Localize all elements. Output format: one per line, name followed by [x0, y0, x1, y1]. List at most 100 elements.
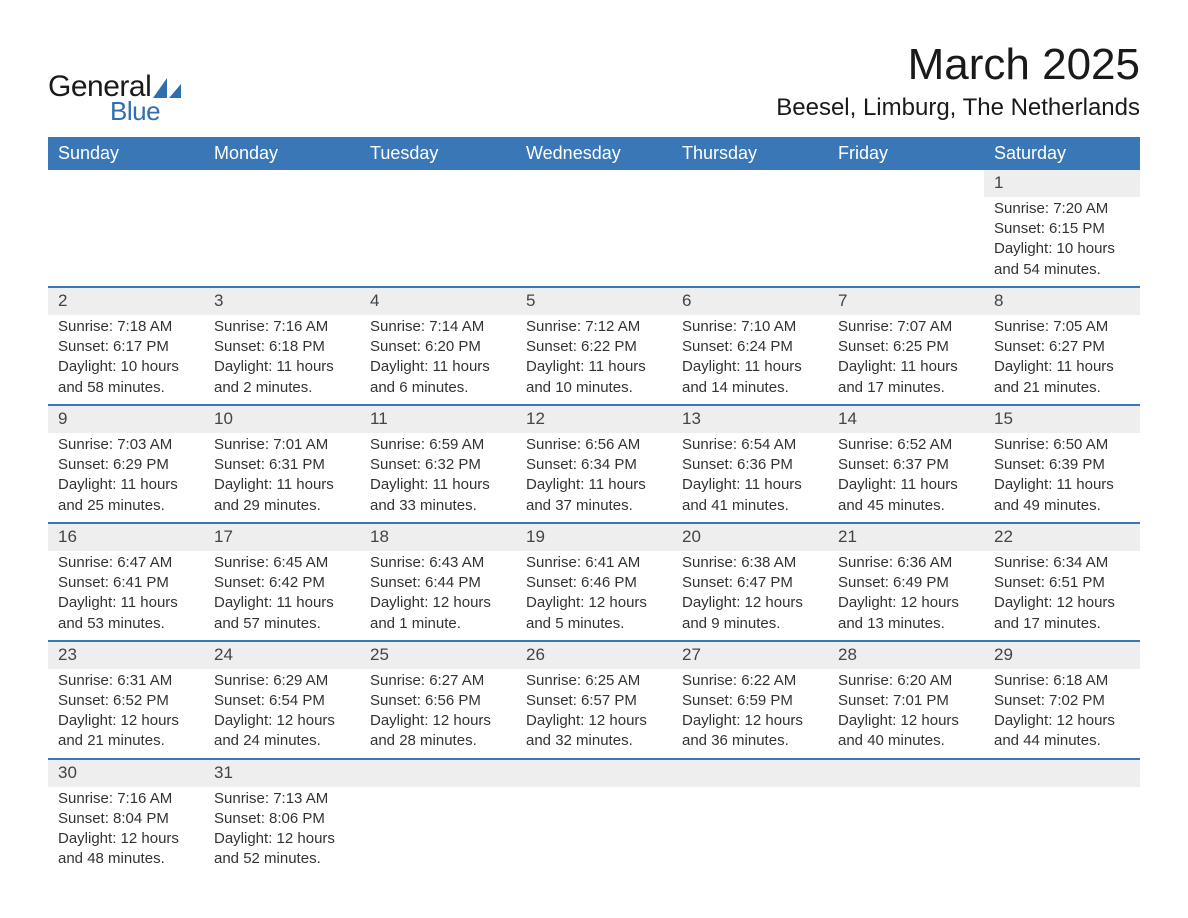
day-number: 4: [360, 287, 516, 315]
month-title: March 2025: [776, 40, 1140, 90]
day-cell: Sunrise: 6:41 AMSunset: 6:46 PMDaylight:…: [516, 551, 672, 641]
day-number: 2: [48, 287, 204, 315]
empty-cell: [828, 170, 984, 197]
day-cell: Sunrise: 7:13 AMSunset: 8:06 PMDaylight:…: [204, 787, 360, 876]
day-number: 18: [360, 523, 516, 551]
day-number-row: 2345678: [48, 287, 1140, 315]
day-cell: Sunrise: 7:10 AMSunset: 6:24 PMDaylight:…: [672, 315, 828, 405]
day-cell: Sunrise: 6:29 AMSunset: 6:54 PMDaylight:…: [204, 669, 360, 759]
daylight-text: Daylight: 11 hours and 2 minutes.: [214, 357, 350, 398]
day-data-row: Sunrise: 7:16 AMSunset: 8:04 PMDaylight:…: [48, 787, 1140, 876]
empty-cell: [516, 759, 672, 787]
weekday-header: Saturday: [984, 137, 1140, 170]
day-cell: Sunrise: 6:36 AMSunset: 6:49 PMDaylight:…: [828, 551, 984, 641]
day-cell: Sunrise: 6:22 AMSunset: 6:59 PMDaylight:…: [672, 669, 828, 759]
sunset-text: Sunset: 8:04 PM: [58, 809, 194, 829]
daylight-text: Daylight: 11 hours and 14 minutes.: [682, 357, 818, 398]
empty-cell: [516, 787, 672, 876]
day-number: 9: [48, 405, 204, 433]
sunrise-text: Sunrise: 6:50 AM: [994, 435, 1130, 455]
day-number: 17: [204, 523, 360, 551]
weekday-header: Tuesday: [360, 137, 516, 170]
day-number: 20: [672, 523, 828, 551]
sunrise-text: Sunrise: 6:56 AM: [526, 435, 662, 455]
day-cell: Sunrise: 7:01 AMSunset: 6:31 PMDaylight:…: [204, 433, 360, 523]
day-cell: Sunrise: 6:31 AMSunset: 6:52 PMDaylight:…: [48, 669, 204, 759]
day-number: 5: [516, 287, 672, 315]
day-number: 15: [984, 405, 1140, 433]
sunrise-text: Sunrise: 7:01 AM: [214, 435, 350, 455]
sunrise-text: Sunrise: 7:13 AM: [214, 789, 350, 809]
daylight-text: Daylight: 11 hours and 6 minutes.: [370, 357, 506, 398]
day-cell: Sunrise: 6:34 AMSunset: 6:51 PMDaylight:…: [984, 551, 1140, 641]
daylight-text: Daylight: 12 hours and 9 minutes.: [682, 593, 818, 634]
day-cell: Sunrise: 6:20 AMSunset: 7:01 PMDaylight:…: [828, 669, 984, 759]
day-number: 14: [828, 405, 984, 433]
day-data-row: Sunrise: 6:47 AMSunset: 6:41 PMDaylight:…: [48, 551, 1140, 641]
day-number: 24: [204, 641, 360, 669]
day-cell: Sunrise: 6:43 AMSunset: 6:44 PMDaylight:…: [360, 551, 516, 641]
day-number: 21: [828, 523, 984, 551]
day-number: 31: [204, 759, 360, 787]
daylight-text: Daylight: 11 hours and 17 minutes.: [838, 357, 974, 398]
day-cell: Sunrise: 7:07 AMSunset: 6:25 PMDaylight:…: [828, 315, 984, 405]
weekday-header-row: Sunday Monday Tuesday Wednesday Thursday…: [48, 137, 1140, 170]
day-cell: Sunrise: 7:18 AMSunset: 6:17 PMDaylight:…: [48, 315, 204, 405]
day-number-row: 16171819202122: [48, 523, 1140, 551]
day-number: 1: [984, 170, 1140, 197]
empty-cell: [516, 170, 672, 197]
empty-cell: [204, 170, 360, 197]
day-data-row: Sunrise: 6:31 AMSunset: 6:52 PMDaylight:…: [48, 669, 1140, 759]
sunset-text: Sunset: 6:59 PM: [682, 691, 818, 711]
day-cell: Sunrise: 7:16 AMSunset: 8:04 PMDaylight:…: [48, 787, 204, 876]
sunset-text: Sunset: 6:51 PM: [994, 573, 1130, 593]
day-number-row: 23242526272829: [48, 641, 1140, 669]
day-cell: Sunrise: 6:45 AMSunset: 6:42 PMDaylight:…: [204, 551, 360, 641]
daylight-text: Daylight: 11 hours and 33 minutes.: [370, 475, 506, 516]
empty-cell: [516, 197, 672, 287]
sunrise-text: Sunrise: 6:34 AM: [994, 553, 1130, 573]
sunset-text: Sunset: 6:56 PM: [370, 691, 506, 711]
day-number: 23: [48, 641, 204, 669]
sunrise-text: Sunrise: 6:45 AM: [214, 553, 350, 573]
day-number: 29: [984, 641, 1140, 669]
sunset-text: Sunset: 6:22 PM: [526, 337, 662, 357]
weekday-header: Friday: [828, 137, 984, 170]
day-number: 6: [672, 287, 828, 315]
day-cell: Sunrise: 7:12 AMSunset: 6:22 PMDaylight:…: [516, 315, 672, 405]
sunrise-text: Sunrise: 6:29 AM: [214, 671, 350, 691]
daylight-text: Daylight: 12 hours and 13 minutes.: [838, 593, 974, 634]
sunset-text: Sunset: 6:52 PM: [58, 691, 194, 711]
sunset-text: Sunset: 6:20 PM: [370, 337, 506, 357]
day-cell: Sunrise: 6:59 AMSunset: 6:32 PMDaylight:…: [360, 433, 516, 523]
sunrise-text: Sunrise: 7:18 AM: [58, 317, 194, 337]
empty-cell: [204, 197, 360, 287]
day-number-row: 9101112131415: [48, 405, 1140, 433]
empty-cell: [672, 787, 828, 876]
daylight-text: Daylight: 12 hours and 48 minutes.: [58, 829, 194, 870]
sunset-text: Sunset: 6:29 PM: [58, 455, 194, 475]
sunrise-text: Sunrise: 7:12 AM: [526, 317, 662, 337]
day-number: 30: [48, 759, 204, 787]
day-number: 26: [516, 641, 672, 669]
sunrise-text: Sunrise: 6:38 AM: [682, 553, 818, 573]
daylight-text: Daylight: 11 hours and 57 minutes.: [214, 593, 350, 634]
location-subtitle: Beesel, Limburg, The Netherlands: [776, 94, 1140, 122]
empty-cell: [48, 170, 204, 197]
sunrise-text: Sunrise: 7:03 AM: [58, 435, 194, 455]
daylight-text: Daylight: 12 hours and 5 minutes.: [526, 593, 662, 634]
daylight-text: Daylight: 12 hours and 32 minutes.: [526, 711, 662, 752]
sunrise-text: Sunrise: 7:05 AM: [994, 317, 1130, 337]
calendar-table: Sunday Monday Tuesday Wednesday Thursday…: [48, 137, 1140, 876]
sunrise-text: Sunrise: 6:54 AM: [682, 435, 818, 455]
sunset-text: Sunset: 7:02 PM: [994, 691, 1130, 711]
day-cell: Sunrise: 6:52 AMSunset: 6:37 PMDaylight:…: [828, 433, 984, 523]
sunrise-text: Sunrise: 6:20 AM: [838, 671, 974, 691]
sunset-text: Sunset: 6:44 PM: [370, 573, 506, 593]
day-cell: Sunrise: 6:18 AMSunset: 7:02 PMDaylight:…: [984, 669, 1140, 759]
daylight-text: Daylight: 11 hours and 53 minutes.: [58, 593, 194, 634]
daylight-text: Daylight: 11 hours and 37 minutes.: [526, 475, 662, 516]
empty-cell: [360, 759, 516, 787]
sunset-text: Sunset: 6:15 PM: [994, 219, 1130, 239]
daylight-text: Daylight: 11 hours and 41 minutes.: [682, 475, 818, 516]
